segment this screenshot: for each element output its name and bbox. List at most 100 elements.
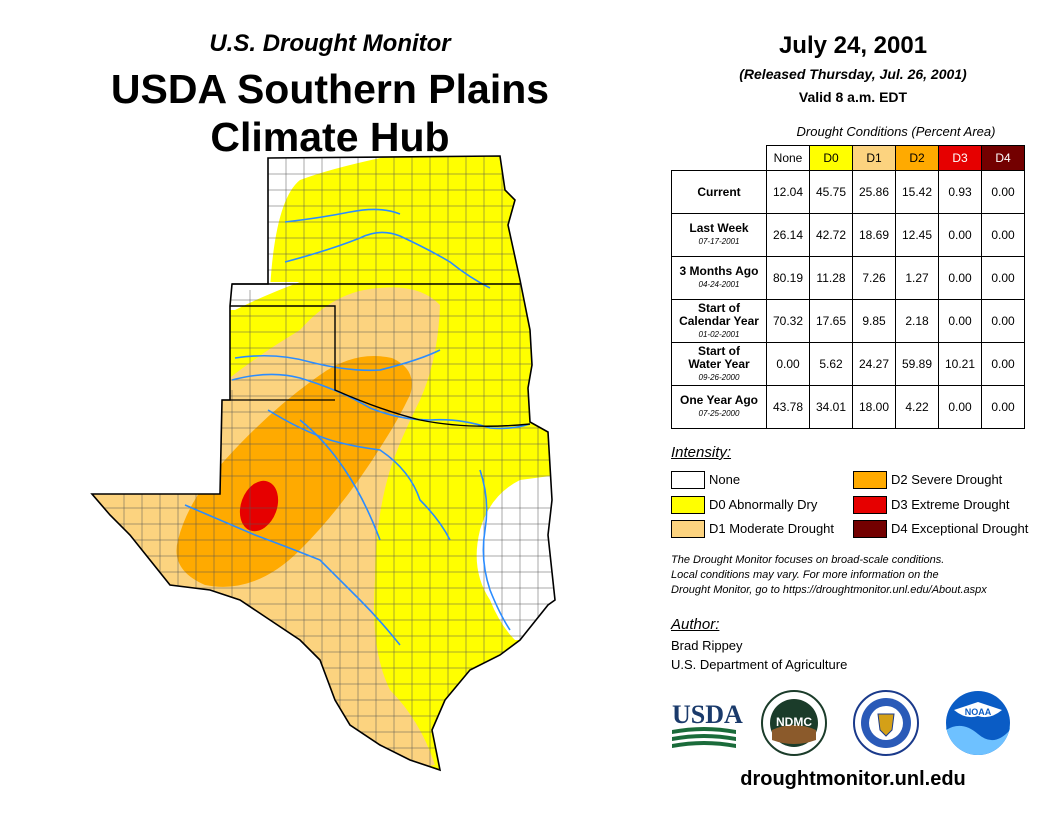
map-subtitle: U.S. Drought Monitor — [209, 30, 451, 57]
region-outline — [90, 155, 556, 772]
table-cell: 0.00 — [981, 342, 1025, 386]
table-cell: 0.00 — [981, 170, 1025, 214]
row-label-date: 07-25-2000 — [698, 409, 740, 418]
row-label-text-2: Calendar Year — [679, 313, 759, 328]
legend-swatch — [671, 471, 705, 489]
intensity-legend-title: Intensity: — [671, 444, 732, 461]
legend-swatch — [853, 471, 887, 489]
legend-swatch — [853, 496, 887, 514]
table-cell: 25.86 — [852, 170, 896, 214]
table-cell: 12.45 — [895, 213, 939, 257]
legend-label: None — [709, 472, 741, 487]
table-cell: 5.62 — [809, 342, 853, 386]
legend-label: D4 Exceptional Drought — [891, 521, 1029, 536]
row-label-3-months-ago: 3 Months Ago 04-24-2001 — [671, 256, 767, 300]
table-cell: 2.18 — [895, 299, 939, 343]
author-org: U.S. Department of Agriculture — [671, 657, 848, 672]
row-label-date: 09-26-2000 — [698, 372, 740, 382]
table-row: Last Week 07-17-2001 26.14 42.72 18.69 12… — [671, 213, 1025, 257]
usda-logo: USDA — [672, 700, 743, 748]
author-name: Brad Rippey — [671, 638, 743, 653]
d2-area — [176, 356, 412, 587]
table-cell: 0.00 — [938, 385, 982, 429]
row-label-text: Last Week — [689, 221, 749, 235]
table-cell: 0.00 — [981, 299, 1025, 343]
row-label-date: 04-24-2001 — [698, 280, 740, 289]
col-header-none: None — [766, 145, 810, 171]
note-line: Local conditions may vary. For more info… — [671, 569, 939, 581]
table-cell: 1.27 — [895, 256, 939, 300]
row-label-text-2: Water Year — [688, 356, 750, 371]
table-cell: 59.89 — [895, 342, 939, 386]
table-row: Current 12.04 45.75 25.86 15.42 0.93 0.0… — [671, 170, 1025, 214]
table-cell: 9.85 — [852, 299, 896, 343]
row-label-current: Current — [671, 170, 767, 214]
table-row: Start of Calendar Year 01-02-2001 70.32 17… — [671, 299, 1025, 343]
conditions-table: None D0 D1 D2 D3 D4 Current 12.04 45.75 … — [671, 145, 1025, 429]
release-date: (Released Thursday, Jul. 26, 2001) — [739, 66, 967, 82]
row-label-calendar-year: Start of Calendar Year 01-02-2001 — [671, 299, 767, 343]
col-header-d2: D2 — [895, 145, 939, 171]
drought-map — [90, 155, 556, 772]
row-label-date: 07-17-2001 — [698, 237, 740, 246]
table-cell: 10.21 — [938, 342, 982, 386]
table-cell: 18.00 — [852, 385, 896, 429]
table-cell: 11.28 — [809, 256, 853, 300]
row-label-text: Current — [697, 184, 741, 199]
none-area-west-kansas — [250, 156, 420, 290]
legend-swatch — [853, 520, 887, 538]
none-area-panhandle — [228, 282, 300, 310]
map-date: July 24, 2001 — [778, 32, 928, 59]
footer-url[interactable]: droughtmonitor.unl.edu — [740, 768, 966, 790]
table-row: One Year Ago 07-25-2000 43.78 34.01 18.00… — [671, 385, 1025, 429]
row-label-one-year-ago: One Year Ago 07-25-2000 — [671, 385, 767, 429]
table-row: 3 Months Ago 04-24-2001 80.19 11.28 7.26 … — [671, 256, 1025, 300]
col-header-d1: D1 — [852, 145, 896, 171]
table-cell: 0.00 — [938, 256, 982, 300]
row-label-date: 01-02-2001 — [698, 329, 740, 339]
doc-seal-logo — [853, 690, 919, 756]
rivers — [184, 208, 531, 646]
table-cell: 0.00 — [981, 213, 1025, 257]
usda-logo-text: USDA — [672, 700, 743, 729]
table-cell: 0.00 — [938, 299, 982, 343]
row-label-text: Start of — [698, 300, 740, 315]
drought-monitor-note: The Drought Monitor focuses on broad-sca… — [671, 553, 1041, 598]
legend-label: D2 Severe Drought — [891, 472, 1003, 487]
table-cell: 42.72 — [809, 213, 853, 257]
note-line: Drought Monitor, go to https://droughtmo… — [671, 584, 987, 596]
oklahoma-texas-border — [230, 305, 531, 427]
row-label-last-week: Last Week 07-17-2001 — [671, 213, 767, 257]
table-cell: 0.00 — [938, 213, 982, 257]
table-cell: 0.00 — [981, 256, 1025, 300]
table-cell: 0.00 — [766, 342, 810, 386]
table-cell: 80.19 — [766, 256, 810, 300]
table-cell: 0.00 — [981, 385, 1025, 429]
conditions-table-title: Drought Conditions (Percent Area) — [796, 124, 996, 139]
valid-time: Valid 8 a.m. EDT — [798, 89, 908, 105]
legend-swatch — [671, 520, 705, 538]
legend-swatch — [671, 496, 705, 514]
table-cell: 34.01 — [809, 385, 853, 429]
ndmc-logo-text: NDMC — [776, 715, 812, 729]
map-title-line2: Climate Hub — [210, 114, 450, 160]
map-title-line1: USDA Southern Plains — [110, 66, 550, 112]
legend-label: D3 Extreme Drought — [891, 497, 1010, 512]
row-label-text: 3 Months Ago — [679, 264, 759, 278]
row-label-text: Start of — [698, 343, 740, 358]
col-header-d4: D4 — [981, 145, 1025, 171]
table-corner — [672, 146, 767, 171]
row-label-text: One Year Ago — [679, 393, 759, 407]
table-cell: 24.27 — [852, 342, 896, 386]
noaa-logo: NOAA — [946, 691, 1010, 755]
author-title: Author: — [671, 616, 720, 633]
table-cell: 18.69 — [852, 213, 896, 257]
county-grid — [100, 156, 555, 770]
d3-area — [239, 480, 279, 532]
table-cell: 12.04 — [766, 170, 810, 214]
col-header-d0: D0 — [809, 145, 853, 171]
partner-logos: USDA NDMC NOAA — [672, 690, 1010, 756]
table-cell: 4.22 — [895, 385, 939, 429]
note-line: The Drought Monitor focuses on broad-sca… — [671, 554, 945, 566]
table-cell: 17.65 — [809, 299, 853, 343]
